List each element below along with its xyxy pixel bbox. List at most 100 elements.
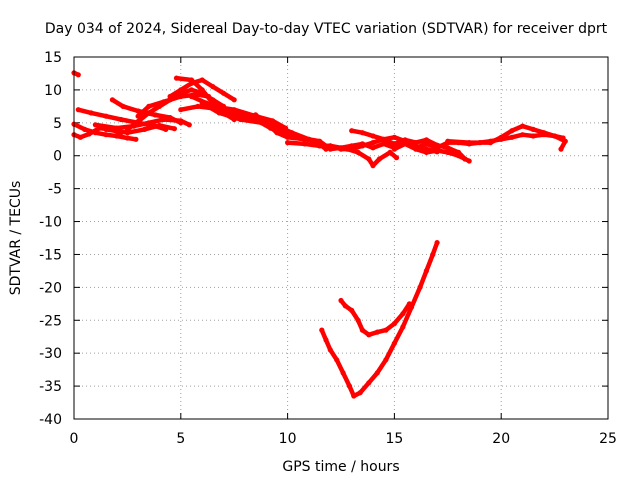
data-point [509,134,515,140]
data-point [381,141,387,147]
data-point [289,130,295,136]
data-point [391,321,397,327]
chart-title: Day 034 of 2024, Sidereal Day-to-day VTE… [45,21,608,37]
data-point [103,113,109,119]
series-0 [71,70,81,78]
data-point [92,122,98,128]
data-point [88,110,94,116]
data-point [355,149,361,155]
data-point [376,156,382,162]
data-point [558,146,564,152]
data-point [118,116,124,123]
data-point [167,93,173,100]
data-point [366,332,372,338]
data-point [109,97,115,103]
data-point [103,132,109,138]
series-21 [391,141,472,164]
data-point [381,136,387,142]
data-point [383,357,389,363]
data-point [210,84,216,90]
data-point [327,347,333,353]
series-23 [319,240,440,399]
data-point [400,324,406,330]
y-tick-label: -5 [48,182,62,198]
data-point [199,87,205,93]
data-point [370,133,376,139]
grid-lines [74,57,608,419]
data-point [199,100,205,106]
data-point [188,93,195,100]
data-point [487,140,494,146]
data-point [338,297,344,304]
data-point [124,135,130,141]
x-tick-label: 15 [385,431,403,447]
data-point [323,337,329,343]
data-point [188,87,195,93]
y-tick-label: -20 [39,280,62,296]
data-point [195,103,201,109]
data-point [466,158,472,164]
y-tick-label: -40 [39,412,62,428]
data-point [349,128,355,134]
data-point [423,137,429,143]
series-20 [344,146,400,169]
tick-labels: 0 5 10 15 20 25 15 10 5 0 -5 -10 -15 -20 -25 -30 -35 -40 [39,50,617,447]
data-point [349,307,355,313]
data-point [402,141,408,147]
data-point [238,116,244,123]
data-point [455,153,462,159]
data-point [120,103,126,109]
data-point [445,145,451,151]
data-point [434,240,440,246]
data-point [178,120,184,126]
data-point [195,91,201,98]
data-point [135,118,141,125]
data-point [133,136,139,142]
data-point [346,383,353,389]
series-24 [338,297,412,338]
data-point [359,327,365,333]
data-point [391,340,397,346]
data-point [509,128,515,134]
data-point [285,134,291,140]
data-point [152,112,158,118]
x-tick-label: 5 [176,431,185,447]
data-point [156,122,162,129]
data-point [171,126,177,132]
data-point [498,134,504,140]
data-point [351,393,357,399]
x-tick-label: 0 [70,431,79,447]
data-point [423,268,429,274]
data-point [541,130,547,136]
data-point [161,99,167,105]
data-point [391,146,397,152]
y-tick-label: -15 [39,247,62,263]
data-point [285,140,291,146]
data-point [167,115,173,121]
data-point [178,93,184,100]
data-point [393,155,400,161]
data-point [391,134,397,140]
data-point [334,357,340,363]
series-5 [103,122,177,136]
data-point [530,133,536,139]
y-tick-label: -30 [39,346,62,362]
data-point [387,149,393,155]
data-point [338,146,344,152]
data-point [340,370,346,376]
data-point [327,143,333,149]
data-point [173,75,180,81]
data-point [413,146,419,152]
y-tick-label: 15 [44,50,62,66]
data-point [530,126,536,132]
data-point [520,132,526,138]
x-axis-label: GPS time / hours [282,459,399,475]
data-series [71,70,568,399]
data-point [75,72,81,78]
data-point [445,138,451,144]
data-point [359,130,365,136]
x-tick-label: 20 [492,431,510,447]
data-point [270,118,276,124]
data-point [319,327,325,333]
data-point [430,251,436,258]
